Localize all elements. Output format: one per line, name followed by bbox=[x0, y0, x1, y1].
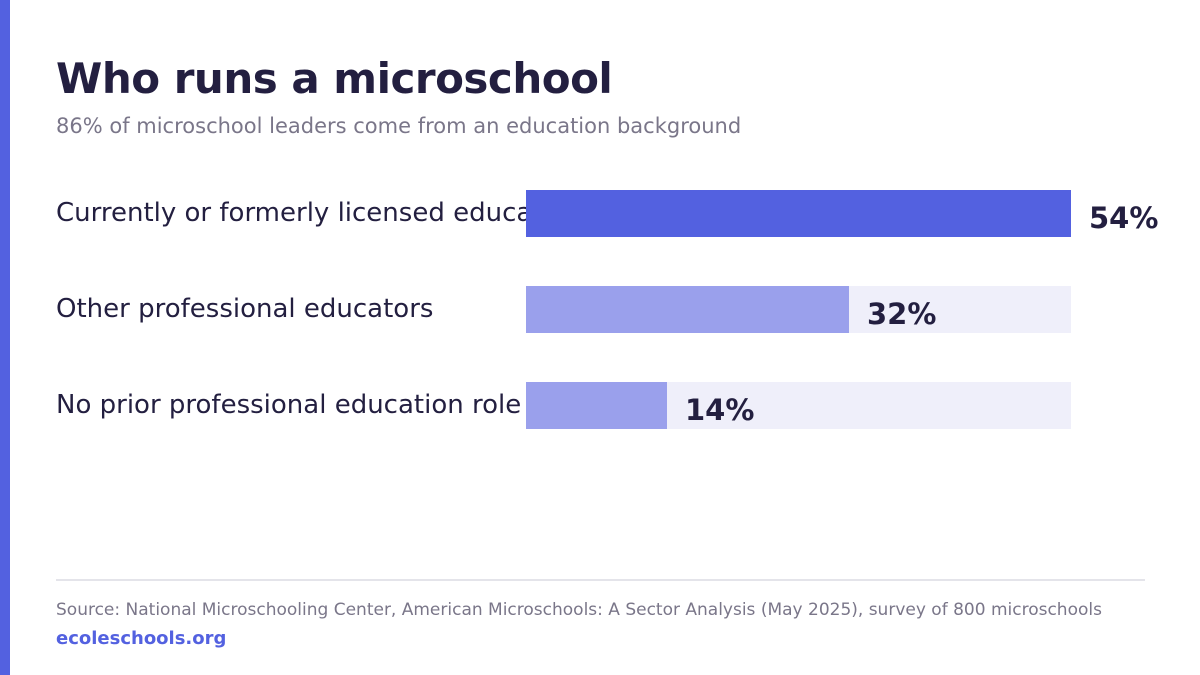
footer-divider bbox=[56, 579, 1145, 581]
value-label: 32% bbox=[867, 297, 937, 331]
accent-strip bbox=[0, 0, 10, 675]
bar bbox=[526, 286, 849, 333]
bar bbox=[526, 190, 1071, 237]
source-note: Source: National Microschooling Center, … bbox=[56, 600, 1102, 620]
category-label: Currently or formerly licensed educators bbox=[56, 198, 526, 228]
chart-title: Who runs a microschool bbox=[56, 54, 613, 103]
category-label: No prior professional education role bbox=[56, 390, 522, 420]
value-label: 54% bbox=[1089, 201, 1159, 235]
category-label: Other professional educators bbox=[56, 294, 434, 324]
chart-subtitle: 86% of microschool leaders come from an … bbox=[56, 114, 742, 138]
bar bbox=[526, 382, 667, 429]
value-label: 14% bbox=[685, 393, 755, 427]
brand-link[interactable]: ecoleschools.org bbox=[56, 628, 227, 649]
